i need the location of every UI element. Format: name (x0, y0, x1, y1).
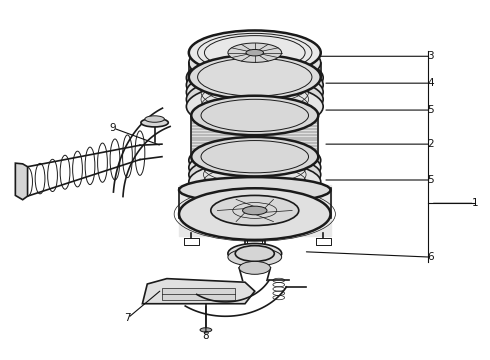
Ellipse shape (186, 76, 323, 123)
Ellipse shape (228, 243, 282, 264)
Ellipse shape (243, 206, 267, 215)
Ellipse shape (186, 62, 323, 108)
Ellipse shape (239, 261, 270, 274)
Ellipse shape (141, 118, 168, 127)
Ellipse shape (191, 96, 318, 135)
Ellipse shape (191, 137, 318, 176)
Text: 9: 9 (110, 123, 117, 133)
Ellipse shape (179, 188, 331, 240)
Ellipse shape (211, 195, 299, 226)
Ellipse shape (189, 31, 321, 75)
Polygon shape (162, 288, 235, 300)
Ellipse shape (189, 41, 321, 85)
Ellipse shape (186, 54, 323, 101)
Ellipse shape (189, 139, 321, 181)
Polygon shape (15, 163, 27, 200)
Ellipse shape (189, 161, 321, 203)
Text: 5: 5 (427, 175, 434, 185)
Text: 5: 5 (427, 105, 434, 115)
Ellipse shape (189, 154, 321, 195)
Text: 6: 6 (427, 252, 434, 262)
Ellipse shape (145, 116, 164, 122)
Ellipse shape (228, 248, 282, 266)
Ellipse shape (235, 246, 274, 261)
Text: 1: 1 (471, 198, 478, 208)
Text: 4: 4 (427, 78, 434, 88)
Ellipse shape (186, 69, 323, 116)
Text: 7: 7 (124, 313, 131, 323)
Ellipse shape (200, 328, 212, 332)
Ellipse shape (189, 55, 321, 99)
Polygon shape (143, 279, 255, 304)
Ellipse shape (189, 147, 321, 188)
Ellipse shape (228, 43, 282, 62)
Ellipse shape (179, 177, 331, 203)
Text: 8: 8 (202, 331, 209, 341)
Text: 3: 3 (427, 51, 434, 61)
Ellipse shape (246, 49, 264, 56)
Ellipse shape (186, 83, 323, 130)
Text: 2: 2 (427, 139, 434, 149)
